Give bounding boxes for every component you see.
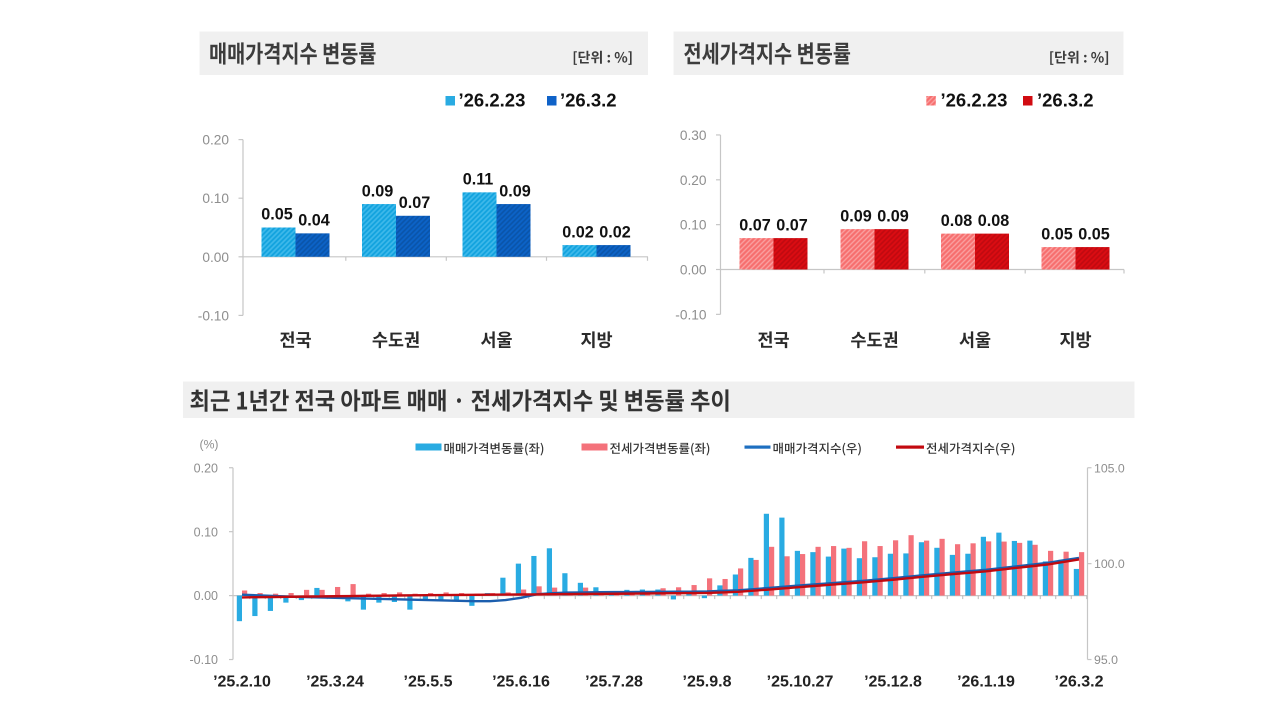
svg-text:0.04: 0.04: [298, 212, 330, 230]
svg-text:0.09: 0.09: [499, 182, 531, 200]
svg-text:0.08: 0.08: [978, 212, 1010, 230]
svg-text:0.00: 0.00: [202, 250, 229, 265]
svg-text:0.00: 0.00: [680, 263, 707, 278]
svg-text:-0.10: -0.10: [675, 307, 707, 322]
svg-text:’26.1.19: ’26.1.19: [957, 674, 1015, 691]
svg-text:’25.2.10: ’25.2.10: [213, 674, 271, 691]
svg-text:0.07: 0.07: [739, 216, 771, 234]
svg-text:0.02: 0.02: [562, 223, 594, 241]
svg-text:0.09: 0.09: [362, 182, 394, 200]
svg-text:-0.10: -0.10: [198, 308, 230, 323]
svg-text:0.00: 0.00: [194, 589, 218, 603]
svg-text:’25.7.28: ’25.7.28: [585, 674, 643, 691]
svg-text:’26.3.2: ’26.3.2: [560, 90, 617, 111]
svg-text:0.09: 0.09: [840, 207, 872, 225]
svg-text:100.0: 100.0: [1094, 557, 1125, 571]
svg-text:’25.5.5: ’25.5.5: [404, 674, 453, 691]
svg-text:0.05: 0.05: [261, 206, 293, 224]
svg-text:0.08: 0.08: [941, 212, 973, 230]
svg-text:’25.12.8: ’25.12.8: [864, 674, 922, 691]
svg-text:0.10: 0.10: [680, 218, 707, 233]
svg-text:’26.2.23: ’26.2.23: [941, 90, 1008, 111]
svg-text:’26.3.2: ’26.3.2: [1037, 90, 1094, 111]
svg-text:0.05: 0.05: [1041, 225, 1073, 243]
svg-text:(%): (%): [200, 438, 219, 452]
svg-text:’26.2.23: ’26.2.23: [459, 90, 526, 111]
svg-text:’25.3.24: ’25.3.24: [306, 674, 364, 691]
svg-text:0.20: 0.20: [194, 461, 218, 475]
svg-text:’25.6.16: ’25.6.16: [492, 674, 550, 691]
svg-text:0.09: 0.09: [877, 207, 909, 225]
svg-text:0.10: 0.10: [194, 525, 218, 539]
svg-text:0.05: 0.05: [1078, 225, 1110, 243]
svg-text:’26.3.2: ’26.3.2: [1055, 674, 1104, 691]
svg-text:0.02: 0.02: [599, 223, 631, 241]
svg-text:105.0: 105.0: [1094, 461, 1125, 475]
svg-text:0.20: 0.20: [202, 133, 229, 148]
svg-text:0.11: 0.11: [463, 171, 494, 189]
svg-text:’25.10.27: ’25.10.27: [767, 674, 834, 691]
svg-text:0.20: 0.20: [680, 173, 707, 188]
svg-text:0.07: 0.07: [776, 216, 808, 234]
svg-text:-0.10: -0.10: [190, 653, 219, 667]
svg-text:0.30: 0.30: [680, 128, 707, 143]
svg-text:0.10: 0.10: [202, 191, 229, 206]
svg-text:95.0: 95.0: [1094, 653, 1118, 667]
svg-text:0.07: 0.07: [399, 194, 431, 212]
svg-text:’25.9.8: ’25.9.8: [683, 674, 732, 691]
